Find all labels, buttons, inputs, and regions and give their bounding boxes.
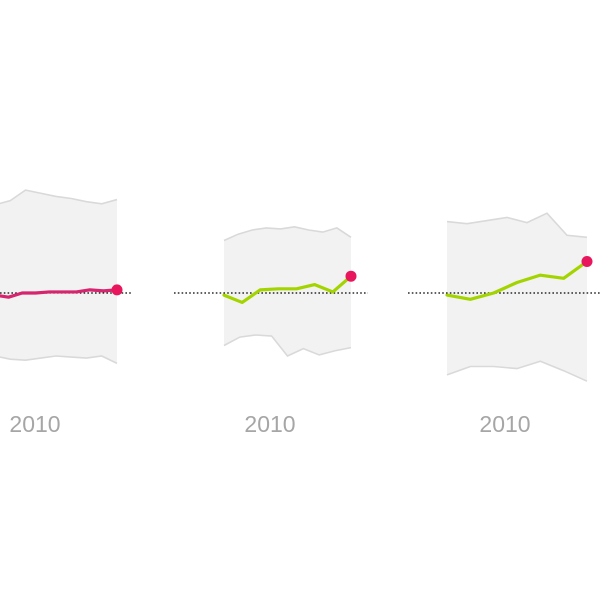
chart-panel-1: 2010 [0, 189, 133, 437]
x-axis-label: 2010 [479, 411, 530, 437]
range-band [224, 226, 351, 356]
endpoint-marker [345, 270, 357, 282]
range-band-lower-edge [446, 360, 588, 382]
endpoint-marker [111, 284, 123, 296]
range-band-lower-edge [223, 334, 352, 357]
chart-panel-3: 2010 [408, 212, 600, 437]
range-band-upper-edge [446, 212, 588, 239]
endpoint-marker [581, 256, 593, 267]
series-line [0, 288, 119, 299]
x-axis-label: 2010 [244, 411, 295, 437]
range-band [0, 190, 117, 364]
x-axis-label: 2010 [9, 411, 60, 437]
range-band [447, 213, 587, 382]
range-band-upper-edge [223, 226, 352, 242]
range-band-upper-edge [0, 189, 118, 205]
series-line [222, 274, 353, 305]
chart-panel-2: 2010 [174, 226, 368, 437]
range-band-lower-edge [0, 355, 118, 365]
series-line [445, 259, 589, 301]
